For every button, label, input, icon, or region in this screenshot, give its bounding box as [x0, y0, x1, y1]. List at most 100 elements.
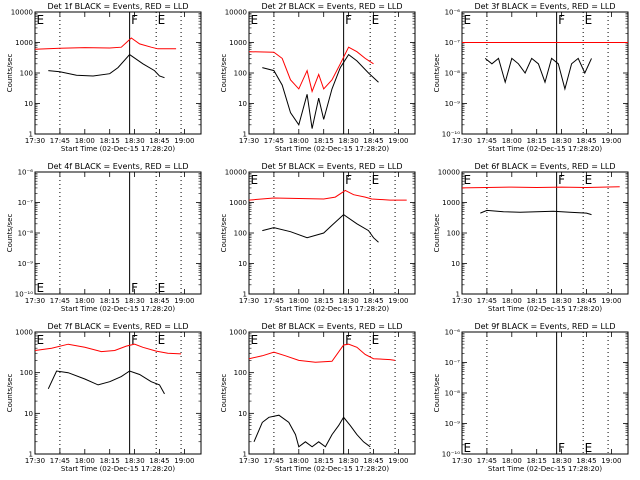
x-tick-label: 18:45	[363, 137, 383, 145]
x-tick-label: 17:30	[25, 457, 45, 465]
x-tick-label: 19:00	[174, 457, 194, 465]
x-tick-label: 18:00	[75, 457, 95, 465]
detector-panel-6: Det 6f BLACK = Events, RED = LLD 1 10 100 10…	[433, 162, 629, 313]
panel-title: Det 2f BLACK = Events, RED = LLD	[261, 2, 402, 11]
x-tick-label: 18:45	[576, 457, 596, 465]
x-tick-label: 18:45	[149, 137, 169, 145]
x-tick-label: 18:30	[125, 297, 145, 305]
x-tick-label: 17:30	[25, 297, 45, 305]
x-tick-label: 18:30	[125, 137, 145, 145]
y-axis-label: Counts/sec	[433, 54, 441, 93]
y-tick-label: 100	[447, 230, 460, 238]
y-axis-label: Counts/sec	[6, 54, 14, 93]
y-tick-label: 100	[20, 369, 33, 377]
y-tick-label: 100	[20, 70, 33, 78]
y-tick-label: 1000	[15, 39, 33, 47]
y-tick-label: 10⁻¹⁰	[442, 451, 460, 459]
lld-series-line	[34, 343, 182, 355]
detector-panel-4: Det 4f BLACK = Events, RED = LLD 10⁻¹⁰ 10⁻…	[6, 162, 202, 313]
y-tick-label: 10000	[11, 9, 33, 17]
y-tick-label: 10	[24, 100, 33, 108]
x-tick-label: 18:15	[314, 457, 334, 465]
x-tick-label: 17:45	[264, 137, 284, 145]
x-tick-label: 19:00	[174, 297, 194, 305]
y-tick-label: 1000	[15, 329, 33, 337]
event-marker: E	[372, 173, 380, 187]
x-tick-label: 17:45	[264, 297, 284, 305]
y-tick-label: 10	[238, 100, 247, 108]
event-marker: E	[585, 13, 593, 27]
x-tick-label: 17:30	[452, 457, 472, 465]
panel-title: Det 1f BLACK = Events, RED = LLD	[47, 2, 188, 11]
detector-panel-9: Det 9f BLACK = Events, RED = LLD 10⁻¹⁰ 10⁻…	[433, 322, 629, 473]
x-tick-label: 19:00	[601, 457, 621, 465]
event-marker: E	[585, 441, 593, 455]
x-tick-label: 18:00	[502, 137, 522, 145]
x-tick-label: 18:15	[100, 297, 120, 305]
y-tick-label: 100	[234, 70, 247, 78]
event-marker: E	[251, 13, 259, 27]
x-tick-label: 17:45	[477, 137, 497, 145]
x-tick-label: 18:45	[363, 457, 383, 465]
lld-series-line	[248, 343, 396, 363]
y-tick-label: 10⁻¹⁰	[15, 291, 33, 299]
x-axis-label: Start Time (02-Dec-15 17:28:20)	[488, 465, 602, 473]
events-series-line	[253, 414, 371, 448]
x-tick-label: 19:00	[388, 297, 408, 305]
detector-panel-5: Det 5f BLACK = Events, RED = LLD 1 10 100 10…	[220, 162, 416, 313]
event-marker: E	[372, 13, 380, 27]
detector-panel-1: Det 1f BLACK = Events, RED = LLD 1 10 100 10…	[6, 2, 202, 153]
y-tick-label: 1	[29, 131, 33, 139]
x-tick-label: 18:30	[339, 297, 359, 305]
events-series-line	[262, 53, 379, 129]
x-axis-label: Start Time (02-Dec-15 17:28:20)	[488, 305, 602, 313]
event-marker: F	[345, 333, 352, 347]
panel-title: Det 9f BLACK = Events, RED = LLD	[474, 322, 615, 331]
y-axis-label: Counts/sec	[220, 214, 228, 253]
event-marker: F	[131, 281, 138, 295]
y-tick-label: 10⁻⁷	[445, 39, 461, 47]
event-marker: E	[464, 441, 472, 455]
x-tick-label: 18:00	[289, 137, 309, 145]
x-axis-label: Start Time (02-Dec-15 17:28:20)	[61, 465, 175, 473]
x-tick-label: 18:45	[576, 137, 596, 145]
y-tick-label: 1000	[229, 39, 247, 47]
detector-panel-2: Det 2f BLACK = Events, RED = LLD 1 10 100 10…	[220, 2, 416, 153]
y-tick-label: 10⁻⁸	[445, 390, 461, 398]
y-tick-label: 10	[24, 410, 33, 418]
x-tick-label: 18:15	[314, 297, 334, 305]
panel-title: Det 6f BLACK = Events, RED = LLD	[474, 162, 615, 171]
x-axis-label: Start Time (02-Dec-15 17:28:20)	[275, 145, 389, 153]
event-marker: E	[37, 281, 45, 295]
lld-series-line	[461, 186, 620, 189]
events-series-line	[47, 370, 165, 395]
y-axis-label: Counts/sec	[6, 374, 14, 413]
event-marker: E	[585, 173, 593, 187]
y-tick-label: 10	[451, 260, 460, 268]
event-marker: F	[131, 13, 138, 27]
y-tick-label: 1	[456, 291, 460, 299]
events-series-line	[48, 53, 165, 79]
lld-series-line	[248, 46, 374, 94]
y-tick-label: 10⁻⁷	[445, 359, 461, 367]
y-tick-label: 10⁻⁸	[18, 230, 34, 238]
x-tick-label: 17:30	[239, 297, 259, 305]
x-tick-label: 17:30	[25, 137, 45, 145]
y-tick-label: 100	[234, 230, 247, 238]
x-tick-label: 18:15	[527, 137, 547, 145]
x-tick-label: 18:45	[149, 457, 169, 465]
y-tick-label: 10⁻⁹	[18, 260, 34, 268]
panel-title: Det 4f BLACK = Events, RED = LLD	[47, 162, 188, 171]
x-axis-label: Start Time (02-Dec-15 17:28:20)	[61, 145, 175, 153]
x-tick-label: 17:45	[477, 457, 497, 465]
x-tick-label: 19:00	[388, 137, 408, 145]
x-tick-label: 19:00	[388, 457, 408, 465]
y-tick-label: 10⁻⁶	[445, 329, 461, 337]
y-tick-label: 10000	[225, 9, 247, 17]
event-marker: E	[251, 333, 259, 347]
y-axis-label: Counts/sec	[6, 214, 14, 253]
x-tick-label: 18:30	[125, 457, 145, 465]
event-marker: F	[558, 13, 565, 27]
x-tick-label: 18:30	[552, 137, 572, 145]
